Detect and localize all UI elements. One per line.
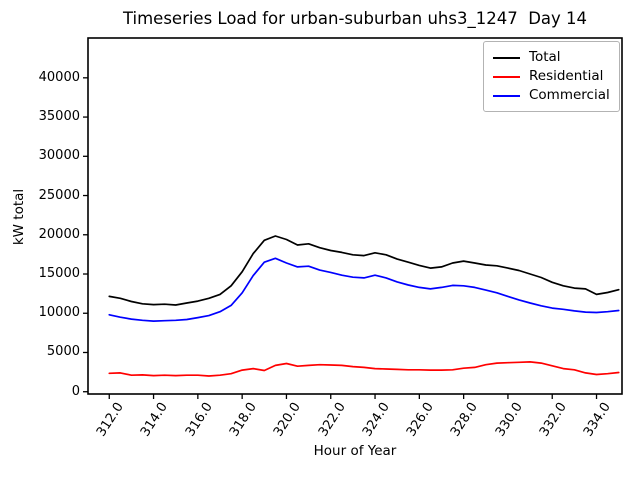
y-tick-label: 25000 bbox=[38, 187, 80, 203]
series-line-commercial bbox=[108, 257, 620, 322]
series-line-residential bbox=[108, 361, 620, 377]
y-tick-label: 35000 bbox=[38, 109, 80, 125]
y-tick-label: 40000 bbox=[38, 69, 80, 85]
chart-title: Timeseries Load for urban-suburban uhs3_… bbox=[122, 9, 588, 28]
legend-label-total: Total bbox=[529, 49, 561, 65]
legend-line-residential bbox=[493, 75, 520, 78]
series-line-total bbox=[108, 235, 620, 306]
y-tick-label: 0 bbox=[71, 383, 80, 399]
x-axis-label: Hour of Year bbox=[313, 443, 397, 459]
y-tick-label: 5000 bbox=[46, 344, 80, 360]
legend-line-total bbox=[493, 56, 520, 59]
legend-item-total: Total bbox=[493, 48, 610, 67]
y-tick-label: 15000 bbox=[38, 266, 80, 281]
y-axis-label: kW total bbox=[11, 188, 27, 246]
legend: Total Residential Commercial bbox=[483, 41, 620, 112]
y-tick-label: 10000 bbox=[38, 305, 80, 321]
legend-label-commercial: Commercial bbox=[529, 87, 610, 103]
legend-item-commercial: Commercial bbox=[493, 86, 610, 105]
y-tick-label: 20000 bbox=[38, 226, 80, 242]
y-tick-label: 30000 bbox=[38, 148, 80, 164]
legend-line-commercial bbox=[493, 94, 520, 97]
legend-item-residential: Residential bbox=[493, 67, 610, 86]
axes-frame bbox=[87, 37, 623, 395]
legend-label-residential: Residential bbox=[529, 68, 604, 84]
